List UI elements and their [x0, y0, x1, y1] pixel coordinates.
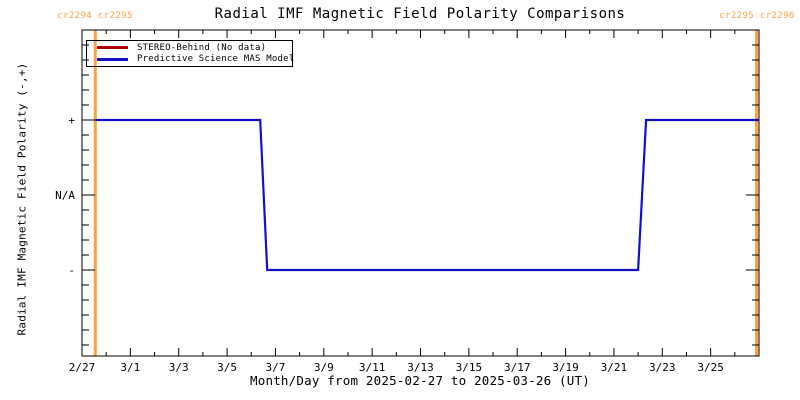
legend-label: STEREO-Behind (No data)	[137, 42, 267, 53]
x-tick-label: 3/13	[407, 361, 434, 374]
plot-frame	[81, 29, 760, 357]
y-tick-label: -	[68, 264, 75, 277]
x-tick-label: 3/11	[359, 361, 386, 374]
mas-model-line-swatch	[97, 57, 128, 61]
polarity-data-line	[95, 118, 759, 272]
x-tick-label: 3/3	[169, 361, 189, 374]
x-tick-label: 3/5	[217, 361, 237, 374]
page-title: Radial IMF Magnetic Field Polarity Compa…	[214, 6, 626, 22]
x-tick-label: 3/21	[601, 361, 628, 374]
y-tick-label: +	[68, 114, 75, 127]
legend-box: STEREO-Behind (No data) Predictive Scien…	[86, 40, 295, 67]
y-tick-label: N/A	[55, 189, 75, 202]
carrington-rotation-label-right: cr2295 cr2296	[719, 11, 795, 21]
x-tick-label: 3/19	[552, 361, 579, 374]
x-tick-label: 3/1	[120, 361, 140, 374]
legend-label: Predictive Science MAS Model	[137, 54, 295, 65]
x-tick-label: 3/25	[697, 361, 724, 374]
carrington-rotation-label-left: cr2294 cr2295	[57, 11, 133, 21]
x-tick-label: 3/17	[504, 361, 531, 374]
y-axis-title: Radial IMF Magnetic Field Polarity (-,+)	[15, 62, 29, 336]
stereo-behind-line-swatch	[97, 46, 128, 50]
x-tick-label: 2/27	[69, 361, 96, 374]
x-tick-label: 3/15	[456, 361, 483, 374]
legend-item-stereo-behind: STEREO-Behind (No data)	[87, 42, 292, 54]
x-axis-title: Month/Day from 2025-02-27 to 2025-03-26 …	[250, 373, 590, 388]
legend-item-mas-model: Predictive Science MAS Model	[87, 54, 295, 66]
x-tick-label: 3/9	[314, 361, 334, 374]
x-tick-label: 3/23	[649, 361, 676, 374]
x-tick-label: 3/7	[265, 361, 285, 374]
